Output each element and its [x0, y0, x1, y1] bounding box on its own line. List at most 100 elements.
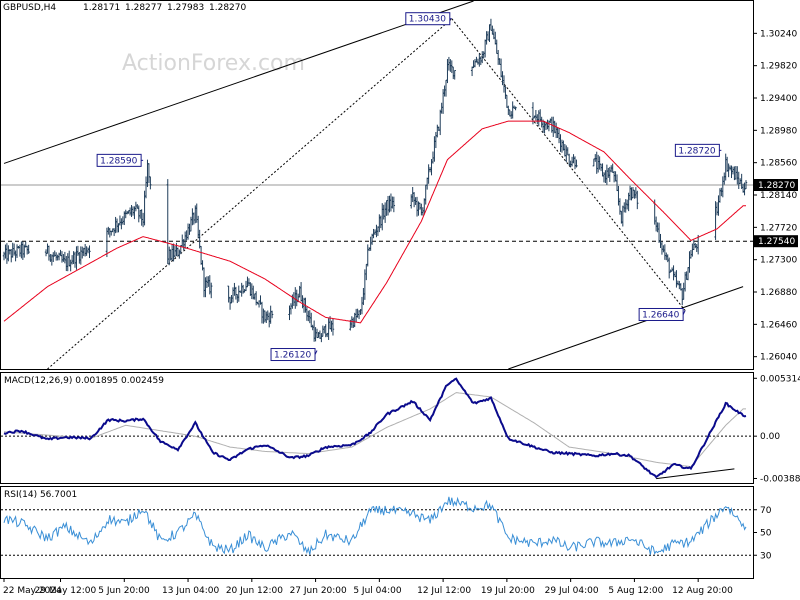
price-bar — [486, 31, 490, 41]
price-bar — [573, 156, 577, 170]
price-bar — [69, 259, 72, 272]
price-bar — [505, 94, 509, 108]
price-bar — [489, 18, 493, 31]
price-bar — [420, 203, 423, 216]
price-bar — [183, 231, 187, 249]
price-bar — [415, 196, 419, 217]
price-bar — [265, 311, 268, 324]
trendline-3 — [451, 18, 686, 311]
price-bar — [491, 25, 494, 35]
price-bar — [566, 147, 569, 156]
price-bar — [546, 119, 549, 130]
annotation-box — [405, 12, 451, 26]
price-bar — [473, 59, 477, 68]
price-bar — [72, 251, 75, 265]
price-bar — [594, 154, 597, 162]
price-bar — [59, 249, 62, 257]
price-bar — [66, 253, 69, 272]
price-bar — [656, 222, 659, 233]
price-bar — [47, 245, 51, 261]
price-bar — [246, 276, 249, 288]
price-bar — [354, 308, 358, 323]
price-bar — [323, 326, 326, 334]
level-lines — [1, 184, 753, 242]
price-bar — [320, 333, 323, 343]
price-bar — [475, 56, 478, 63]
price-bar — [207, 276, 210, 287]
price-bar — [352, 317, 355, 328]
price-bar — [52, 252, 55, 262]
price-bar — [110, 230, 113, 236]
price-bar — [250, 283, 254, 300]
price-bar — [112, 228, 116, 237]
price-bar — [131, 206, 135, 216]
price-bar — [549, 118, 552, 123]
price-bar — [369, 236, 372, 251]
price-header-high: 1.28277 — [125, 3, 162, 13]
price-bar — [386, 195, 390, 216]
price-bar — [739, 178, 742, 185]
time-tick-label: 27 Jun 20:00 — [290, 586, 347, 596]
macd-label: MACD(12,26,9) 0.001895 0.002459 — [4, 376, 164, 386]
price-bar — [7, 245, 10, 262]
price-bar — [176, 247, 180, 256]
price-bar — [608, 166, 611, 182]
price-bar — [424, 184, 427, 205]
price-bar — [540, 116, 543, 128]
price-bar — [727, 163, 730, 178]
annotation-box — [674, 143, 720, 157]
price-bar — [270, 310, 274, 319]
trendline-1 — [3, 0, 474, 164]
price-bar — [305, 306, 309, 321]
price-bar — [592, 158, 596, 167]
time-tick-label: 12 Jul 12:00 — [417, 586, 471, 596]
price-bar — [266, 310, 269, 321]
price-bar — [501, 71, 504, 86]
price-bar — [611, 163, 614, 173]
annotation-text: 1.26640 — [642, 310, 679, 320]
price-bar — [120, 218, 123, 230]
price-bar — [14, 250, 17, 262]
moving-average-series — [3, 120, 746, 324]
rsi-tick-label: 50 — [760, 529, 772, 539]
price-bar — [476, 58, 480, 65]
price-bar — [188, 223, 191, 235]
price-bar — [192, 212, 196, 225]
price-bar — [675, 270, 678, 288]
price-bar — [137, 205, 140, 223]
price-bar — [411, 187, 414, 203]
price-bar — [557, 128, 561, 144]
price-bar — [488, 24, 491, 42]
price-bar — [54, 252, 58, 261]
price-bar — [504, 85, 507, 99]
price-bar — [231, 287, 235, 303]
price-bar — [567, 153, 571, 166]
price-bar — [470, 66, 474, 77]
price-bar — [672, 265, 675, 281]
rsi-label: RSI(14) 56.7001 — [4, 490, 77, 500]
price-bar — [694, 243, 697, 249]
price-bar — [202, 267, 206, 298]
macd-tick-label: 0.00 — [760, 432, 780, 442]
price-bar — [44, 249, 48, 257]
price-bar — [56, 254, 59, 261]
price-bar — [331, 318, 335, 336]
price-bar — [614, 171, 617, 182]
price-bar — [237, 285, 240, 302]
price-bar — [560, 139, 564, 153]
price-bar — [88, 245, 91, 259]
price-bar — [575, 159, 578, 168]
price-tick-label: 1.29400 — [760, 94, 797, 104]
price-bar — [623, 202, 626, 213]
price-tick-label: 1.28140 — [760, 191, 797, 201]
time-tick-label: 19 Jul 20:00 — [481, 586, 535, 596]
price-bar — [186, 223, 190, 240]
price-bar — [173, 245, 177, 258]
annotation-box — [270, 348, 316, 362]
price-bar — [204, 277, 207, 298]
price-bar — [18, 244, 22, 257]
price-bar — [124, 209, 127, 219]
price-bar — [210, 282, 213, 299]
price-bar — [321, 325, 325, 337]
